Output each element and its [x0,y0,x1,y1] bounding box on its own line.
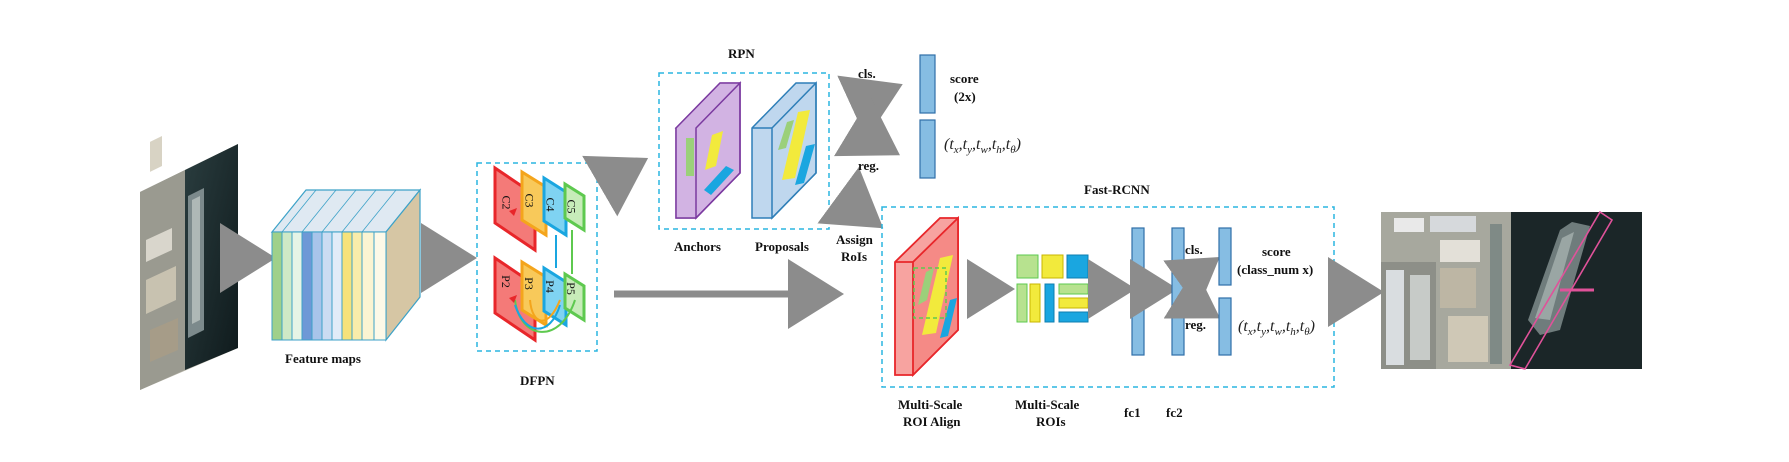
dfpn-pyramid [493,165,586,343]
dfpn-box [476,162,598,352]
rpn-reg-label: reg. [858,158,880,173]
arrow-rpn-cls [837,75,903,140]
rpn-reg-vector [919,119,936,179]
proposals-map [751,81,817,220]
p5-layer [563,271,586,323]
anchors-label: Anchors [674,239,721,254]
c4-layer [542,175,568,238]
fastrcnn-reg-label: reg. [1185,317,1207,332]
satellite-image-input [140,135,238,390]
rpn-score-vector [919,54,936,114]
p4-label: P4 [542,280,557,293]
c2-label: C2 [499,195,514,210]
rpn-score-sub: (2x) [954,89,976,104]
p5-label: P5 [563,282,578,295]
fc2-label: fc2 [1166,405,1183,420]
anchors-map [674,81,742,220]
assign-label-2: RoIs [841,249,868,264]
p2-label: P2 [498,275,513,288]
p4-layer [542,265,568,328]
arrow-dfpn-to-rpn [582,155,649,217]
c5-layer [563,181,586,233]
fastrcnn-reg-formula: (tx,ty,tw,th,tθ) [1238,318,1315,339]
dfpn-label: DFPN [520,373,555,388]
msrois-label-1: Multi-Scale [1015,397,1080,412]
fastrcnn-cls-label: cls. [1185,242,1203,257]
fastrcnn-score-sub: (class_num x) [1237,262,1314,277]
fastrcnn-score-label: score [1262,244,1291,259]
feature-maps-block [270,188,422,342]
roi-align-label-2: ROI Align [903,414,961,429]
arrow-fc2-reg [1163,267,1221,319]
final-reg-vector [1218,297,1232,356]
final-score-vector [1218,227,1232,286]
rpn-reg-formula: (tx,ty,tw,th,tθ) [944,136,1021,157]
fc1-label: fc1 [1124,405,1141,420]
c3-layer [520,169,548,238]
fast-rcnn-label: Fast-RCNN [1084,182,1150,197]
c4-label: C4 [543,197,558,212]
satellite-image-output [1381,210,1642,370]
feature-maps-label: Feature maps [285,351,361,366]
c5-label: C5 [564,199,579,214]
assign-label-1: Assign [836,232,873,247]
multiscale-rois-grid [1016,254,1089,323]
c3-label: C3 [522,193,537,208]
p3-layer [520,259,548,328]
msrois-label-2: ROIs [1036,414,1066,429]
roi-align-label-1: Multi-Scale [898,397,963,412]
proposals-label: Proposals [755,239,809,254]
fc1-layer [1131,227,1145,356]
rpn-box [658,72,830,230]
arrow-rpn-reg [833,96,900,157]
arrow-assign-rois [817,166,884,229]
rpn-label: RPN [728,46,755,61]
fc2-layer [1171,227,1185,356]
rpn-cls-label: cls. [858,66,876,81]
p3-label: P3 [521,277,536,290]
rpn-score-label: score [950,71,979,86]
roi-align-map [894,215,959,378]
arrow-fc2-cls [1163,257,1220,310]
